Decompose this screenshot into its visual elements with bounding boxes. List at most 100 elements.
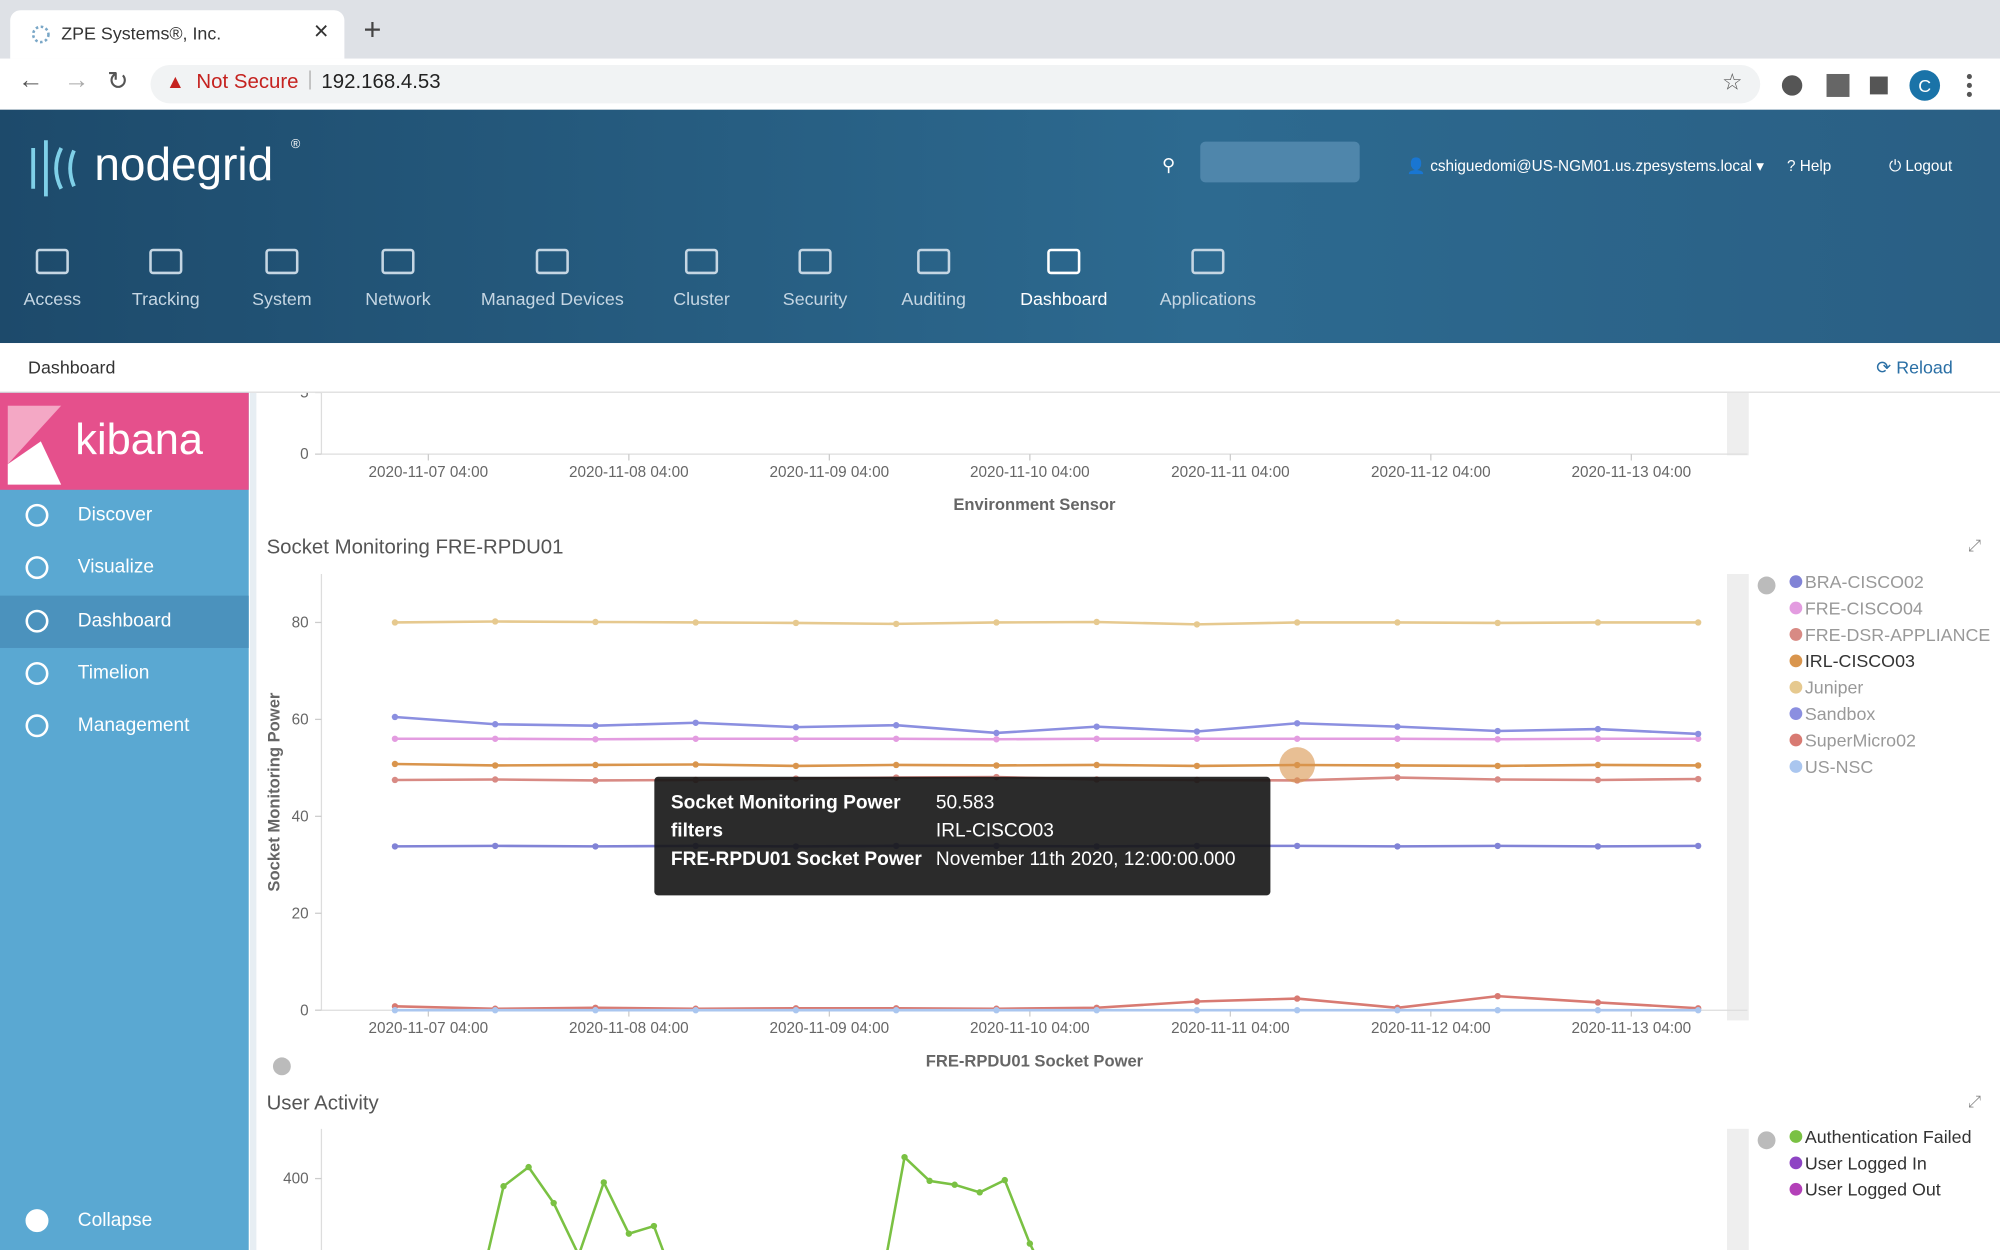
x-tick-label: 2020-11-12 04:00 — [1371, 1020, 1491, 1037]
tooltip-value: 50.583 — [935, 790, 1242, 818]
data-point — [1194, 998, 1200, 1004]
legend-toggle[interactable] — [1758, 1131, 1776, 1149]
panel-title: User Activity — [267, 1093, 380, 1115]
legend-swatch[interactable] — [1790, 575, 1803, 588]
y-tick-label: 20 — [292, 905, 309, 922]
nav-label: Auditing — [901, 288, 966, 308]
data-point — [651, 1223, 657, 1229]
legend-label[interactable]: User Logged Out — [1805, 1180, 1941, 1200]
logout-link[interactable]: ⏻ Logout — [1889, 157, 1952, 176]
nav-label: Access — [24, 288, 82, 308]
x-tick-label: 2020-11-10 04:00 — [970, 1020, 1090, 1037]
forward-button[interactable]: → — [64, 66, 90, 95]
legend-label[interactable]: Juniper — [1805, 678, 1864, 698]
x-axis-label: FRE-RPDU01 Socket Power — [926, 1051, 1144, 1070]
legend-label[interactable]: User Logged In — [1805, 1153, 1927, 1173]
y-tick-label: 400 — [283, 1171, 309, 1188]
search-icon[interactable]: ⚲ — [1162, 154, 1175, 176]
kibana-menu-item[interactable]: Visualize — [0, 542, 249, 594]
expand-icon[interactable]: ⤢ — [1968, 1092, 1982, 1111]
nav-item[interactable]: Network — [321, 245, 474, 309]
y-tick-label: 60 — [292, 711, 309, 728]
legend-swatch[interactable] — [1790, 654, 1803, 667]
omnibox[interactable]: ▲ Not Secure | 192.168.4.53 ☆ — [151, 65, 1761, 103]
search-input[interactable] — [1200, 142, 1359, 183]
legend-swatch[interactable] — [1790, 681, 1803, 694]
legend-swatch[interactable] — [1790, 1157, 1803, 1170]
tooltip-row: FRE-RPDU01 Socket PowerNovember 11th 202… — [670, 846, 1242, 874]
x-tick-label: 2020-11-11 04:00 — [1171, 1020, 1290, 1037]
logo-text: nodegrid — [94, 138, 273, 192]
profile[interactable]: C — [1918, 76, 1931, 96]
security-status[interactable]: Not Secure — [196, 71, 298, 94]
reload-button[interactable]: ↻ — [107, 65, 128, 97]
tooltip-key: FRE-RPDU01 Socket Power — [670, 846, 935, 874]
legend-swatch[interactable] — [1790, 1130, 1803, 1143]
data-point — [1695, 843, 1701, 849]
x-tick-label: 2020-11-09 04:00 — [770, 464, 890, 481]
nav-item[interactable]: Applications — [1131, 245, 1284, 309]
legend-swatch[interactable] — [1790, 628, 1803, 641]
data-point — [993, 730, 999, 736]
data-point — [1394, 619, 1400, 625]
nav-label: Network — [365, 288, 431, 308]
collapse-button[interactable]: Collapse — [0, 1195, 249, 1247]
legend-swatch[interactable] — [1790, 760, 1803, 773]
data-point — [1494, 728, 1500, 734]
url[interactable]: 192.168.4.53 — [321, 71, 440, 94]
menu-label: Dashboard — [78, 609, 172, 631]
legend-label[interactable]: FRE-CISCO04 — [1805, 598, 1923, 618]
kibana-menu-item[interactable]: Management — [0, 700, 249, 752]
kibana-menu-item[interactable]: Timelion — [0, 648, 249, 700]
legend-swatch[interactable] — [1790, 1183, 1803, 1196]
y-tick-label: 40 — [292, 808, 309, 825]
data-point — [951, 1182, 957, 1188]
kibana-logo — [8, 406, 64, 485]
back-button[interactable]: ← — [18, 66, 44, 95]
nav-item[interactable]: Managed Devices — [476, 245, 629, 309]
legend-label[interactable]: FRE-DSR-APPLIANCE — [1805, 625, 1991, 645]
tab-close[interactable]: × — [314, 18, 329, 47]
panel-edge — [250, 393, 256, 1250]
tooltip-value: IRL-CISCO03 — [935, 818, 1242, 846]
kibana-menu-item[interactable]: Discover — [0, 490, 249, 542]
data-point — [1394, 843, 1400, 849]
legend-swatch[interactable] — [1790, 734, 1803, 747]
data-point — [1595, 762, 1601, 768]
legend-label[interactable]: BRA-CISCO02 — [1805, 572, 1924, 592]
kibana-menu-item[interactable]: Dashboard — [0, 595, 249, 647]
collapse-panel-icon[interactable] — [273, 1057, 291, 1075]
data-point — [926, 1178, 932, 1184]
warning-icon: ▲ — [166, 71, 185, 93]
help-link[interactable]: ? Help — [1787, 157, 1831, 175]
data-point — [1494, 843, 1500, 849]
reload-link[interactable]: ⟳ Reload — [1876, 357, 1953, 379]
data-point — [392, 777, 398, 783]
nav-icon — [263, 245, 301, 281]
tab[interactable]: ZPE Systems®, Inc. × — [10, 10, 344, 58]
new-tab[interactable]: + — [364, 13, 382, 49]
legend-label[interactable]: SuperMicro02 — [1805, 730, 1916, 750]
nav-item[interactable]: Dashboard — [987, 245, 1140, 309]
legend-label[interactable]: IRL-CISCO03 — [1805, 651, 1915, 671]
x-tick-label: 2020-11-13 04:00 — [1572, 1020, 1692, 1037]
registered: ® — [291, 138, 300, 152]
nav-icon — [682, 245, 720, 281]
legend-toggle[interactable] — [1758, 577, 1776, 595]
data-point — [1093, 723, 1099, 729]
expand-icon[interactable]: ⤢ — [1968, 536, 1982, 555]
legend-label[interactable]: Sandbox — [1805, 704, 1876, 724]
user-menu[interactable]: 👤 cshiguedomi@US-NGM01.us.zpesystems.loc… — [1407, 157, 1764, 175]
reload-text: Reload — [1896, 357, 1953, 377]
legend-toggle-band — [1727, 1129, 1749, 1250]
legend-swatch[interactable] — [1790, 707, 1803, 720]
user-name: cshiguedomi@US-NGM01.us.zpesystems.local — [1430, 157, 1752, 175]
legend-label[interactable]: Authentication Failed — [1805, 1127, 1972, 1147]
legend-label[interactable]: US-NSC — [1805, 757, 1874, 777]
data-point — [1695, 762, 1701, 768]
x-tick-label: 2020-11-08 04:00 — [569, 464, 689, 481]
x-axis-label: Environment Sensor — [953, 495, 1116, 514]
legend-swatch[interactable] — [1790, 602, 1803, 615]
bookmark-star[interactable]: ☆ — [1722, 69, 1743, 96]
